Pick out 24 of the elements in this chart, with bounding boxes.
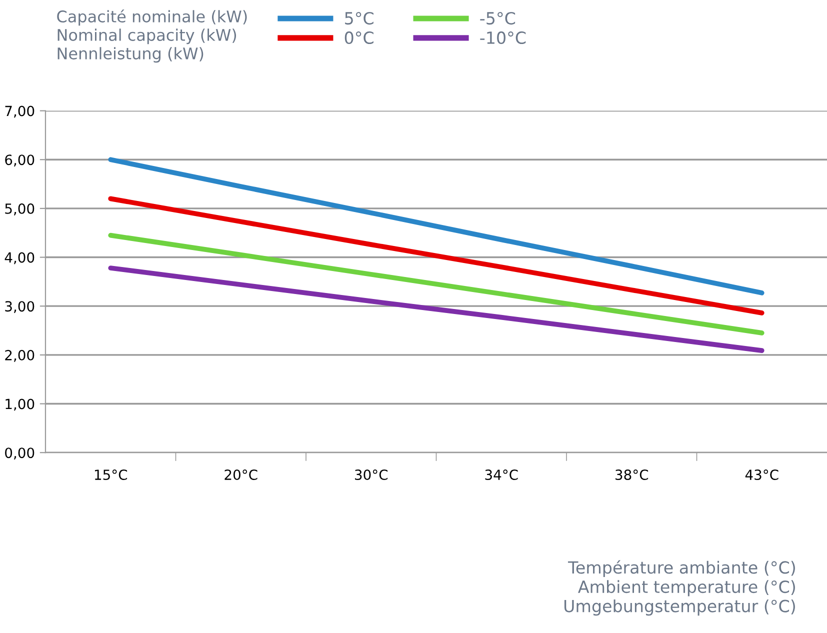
- legend-label: 5°C: [345, 12, 374, 25]
- x-tick-label: 20°C: [224, 470, 258, 480]
- y-tick-label: 7,00: [5, 106, 34, 118]
- x-tick-label: 38°C: [616, 470, 648, 480]
- y-tick-label: 2,00: [5, 350, 34, 362]
- y-tick-label: 3,00: [5, 301, 34, 313]
- y-tick-label: 6,00: [5, 154, 34, 166]
- y-axis-title: Capacité nominale (kW) Nominal capacity (kW) Nennleistung (kW): [57, 9, 247, 63]
- line-series: [108, 232, 764, 336]
- legend-label: -10°C: [480, 31, 526, 44]
- legend-label: 0°C: [344, 31, 374, 44]
- x-tick-label: 43°C: [745, 470, 778, 480]
- y-tick-label: 5,00: [5, 203, 34, 216]
- legend-label: -5°C: [480, 12, 516, 25]
- line-series: [108, 157, 764, 296]
- y-tick-label: 1,00: [6, 398, 34, 411]
- y-tick-label: 0,00: [5, 448, 34, 460]
- x-axis-title: Température ambiante (°C) Ambient temperature (°C) Umgebungstemperatur (°C): [564, 560, 795, 616]
- x-tick-label: 34°C: [485, 470, 518, 480]
- y-tick-label: 4,00: [4, 252, 34, 264]
- x-tick-label: 30°C: [355, 470, 388, 480]
- x-tick-label: 15°C: [94, 470, 128, 480]
- line-series: [108, 196, 764, 316]
- line-series: [108, 266, 764, 353]
